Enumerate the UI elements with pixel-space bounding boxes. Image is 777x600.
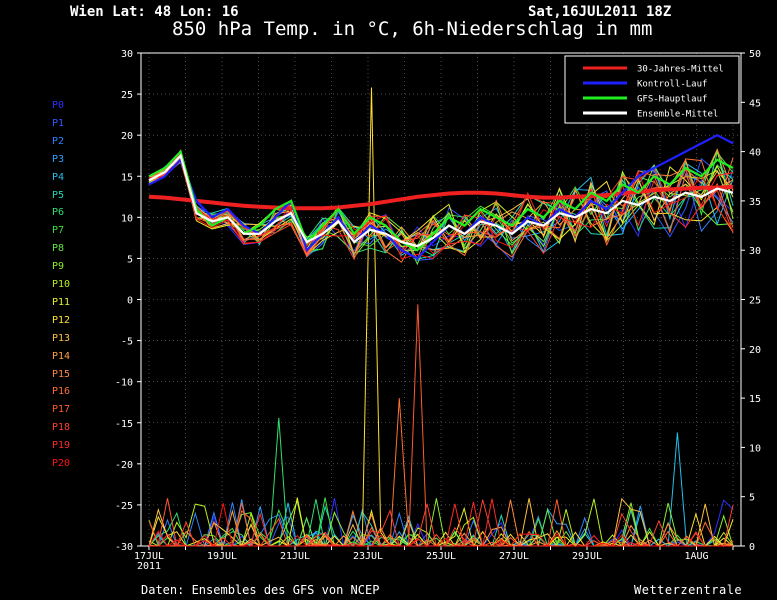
chart-title: 850 hPa Temp. in °C, 6h-Niederschlag in … (172, 18, 653, 40)
tick-label-right: 25 (749, 296, 761, 307)
tick-label-right: 40 (749, 148, 761, 159)
precip-line-p19 (149, 498, 733, 547)
tick-label-bottom: 21JUL (280, 551, 310, 562)
data-source-label: Daten: Ensembles des GFS von NCEP (141, 583, 380, 597)
tick-label-right: 30 (749, 246, 761, 257)
tick-label-right: 35 (749, 197, 761, 208)
legend-label: GFS-Hauptlauf (637, 95, 707, 105)
member-label: P2 (52, 135, 65, 147)
member-label: P3 (52, 153, 65, 165)
series-line-3 (148, 153, 734, 248)
member-label: P15 (52, 368, 71, 380)
tick-label-bottom: 29JUL (572, 551, 602, 562)
series-line-2 (148, 149, 734, 252)
member-label: P6 (52, 207, 65, 219)
member-label: P14 (52, 350, 71, 362)
tick-label-right: 5 (749, 493, 755, 504)
precip-line-p20 (148, 503, 733, 548)
tick-label-left: 30 (121, 49, 133, 60)
legend: 30-Jahres-Mittel Kontroll-Lauf GFS-Hauptla… (564, 55, 740, 124)
tick-label-right: 45 (749, 98, 761, 109)
legend-label: 30-Jahres-Mittel (637, 65, 724, 75)
legend-label: Ensemble-Mittel (637, 110, 718, 120)
tick-label-left: 25 (121, 90, 133, 101)
precip-series (148, 87, 734, 548)
tick-label-bottom: 27JUL (499, 551, 529, 562)
tick-label-left: -10 (115, 378, 133, 389)
tick-label-bottom: 19JUL (207, 551, 237, 562)
series-line-1 (148, 133, 734, 260)
location-label: Wien Lat: 48 Lon: 16 (70, 4, 239, 20)
temp-line-p0 (148, 154, 734, 260)
member-label: P8 (52, 243, 65, 255)
tick-label-right: 10 (749, 443, 761, 454)
legend-label: Kontroll-Lauf (637, 80, 707, 90)
axes: -30 -25 -20 -15 -10 -5 0 5 10 15 20 25 30 0 5 10 15 20 25 3… (115, 49, 761, 572)
tick-label-bottom: 17JUL (134, 551, 164, 562)
grid-lines (141, 52, 741, 547)
tick-label-left: -30 (115, 542, 133, 553)
tick-label-right: 20 (749, 345, 761, 356)
member-label: P16 (52, 386, 71, 398)
member-label: P20 (52, 458, 71, 469)
member-label: P12 (52, 314, 71, 326)
run-date-label: Sat,16JUL2011 18Z (528, 4, 672, 20)
member-label: P1 (52, 117, 65, 129)
main-series-lines (148, 133, 734, 260)
tick-label-bottom: 23JUL (353, 551, 383, 562)
member-label: P5 (52, 189, 65, 201)
tick-label-bottom: 25JUL (426, 551, 456, 562)
brand-label: Wetterzentrale (634, 583, 743, 597)
tick-label-left: 0 (127, 296, 133, 307)
tick-label-left: -25 (115, 501, 133, 512)
member-label: P19 (52, 440, 71, 452)
tick-label-left: -15 (115, 419, 133, 430)
member-label: P11 (52, 296, 71, 308)
member-label: P9 (52, 261, 65, 273)
tick-label-left: 15 (121, 172, 133, 183)
tick-label-left: 10 (121, 213, 133, 224)
tick-label-left: 20 (121, 131, 133, 142)
tick-label-bottom: 1AUG (684, 551, 708, 562)
tick-label-right: 15 (749, 394, 761, 405)
precip-line-p12 (148, 87, 734, 547)
member-label: P4 (52, 171, 65, 183)
member-label: P18 (52, 422, 71, 434)
member-label: P13 (52, 332, 71, 344)
member-label: P0 (52, 100, 65, 111)
tick-label-left: -20 (115, 460, 133, 471)
tick-label-right: 0 (749, 542, 755, 553)
temp-line-p19 (148, 149, 734, 255)
tick-label-left: 5 (127, 254, 133, 265)
member-label: P10 (52, 279, 71, 290)
member-label: P17 (52, 404, 71, 416)
member-label: P7 (52, 225, 65, 237)
tick-label-bottom: 2011 (137, 561, 161, 572)
tick-label-left: -5 (121, 337, 133, 348)
tick-label-right: 50 (749, 49, 761, 60)
